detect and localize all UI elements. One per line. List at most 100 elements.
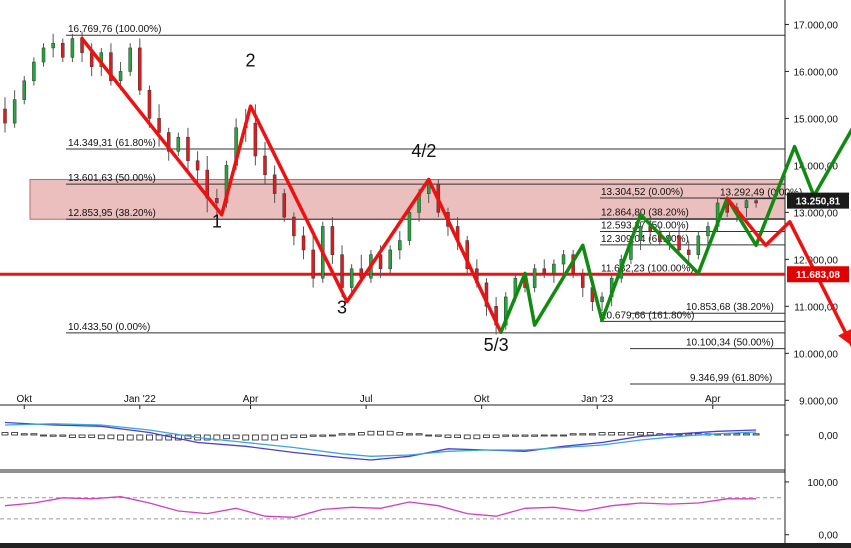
price-tick-label: 17.000,00 (794, 20, 839, 31)
wave-label: 3 (337, 297, 347, 317)
macd-line (4, 421, 757, 461)
macd-histogram-bar (203, 434, 211, 441)
wave-label: 2 (246, 51, 256, 71)
candle-body (215, 198, 219, 204)
macd-histogram-bar (425, 434, 433, 437)
fib-label-right: 10.100,34 (50.00%) (686, 338, 774, 349)
candle-body (744, 200, 749, 208)
osc-tick-label: 100,00 (807, 478, 838, 489)
candle-body (32, 61, 36, 82)
macd-histogram-bar (40, 434, 47, 437)
candle-body (61, 42, 65, 58)
fib-label-right: 13.292,49 (0.00%) (720, 188, 802, 199)
candle-body (51, 42, 55, 49)
macd-histogram-bar (88, 434, 96, 438)
macd-histogram-bar (271, 434, 279, 441)
price-tick-label: 13.000,00 (794, 208, 839, 219)
signal-line (4, 423, 757, 457)
price-tick-label: 16.000,00 (794, 67, 839, 78)
candle-body (195, 160, 200, 171)
candle-body (166, 132, 171, 152)
time-tick-label: Jan '23 (581, 394, 613, 405)
macd-histogram-bar (11, 432, 19, 436)
fib-label-right: 13.304,52 (0.00%) (601, 187, 683, 198)
macd-histogram-bar (637, 432, 644, 436)
price-tick-label: 14.000,00 (794, 161, 839, 172)
candle-body (600, 296, 604, 302)
candle-body (128, 47, 132, 72)
candle-body (378, 254, 383, 270)
candle-body (176, 136, 181, 152)
candle-body (253, 122, 258, 157)
fib-label: 16.769,76 (100.00%) (68, 24, 161, 35)
candle-body (147, 89, 152, 119)
macd-histogram-bar (30, 433, 38, 436)
macd-histogram-bar (483, 434, 490, 438)
macd-histogram-bar (348, 433, 356, 436)
candle-body (677, 235, 681, 251)
price-tick-label: 15.000,00 (794, 114, 839, 125)
candle-body (667, 235, 672, 241)
candle-body (349, 268, 354, 288)
macd-histogram-bar (386, 430, 394, 436)
fib-label: 13.601,63 (50.00%) (68, 173, 156, 184)
osc-tick-label: 0,00 (819, 531, 839, 542)
macd-histogram-bar (473, 434, 481, 440)
macd-histogram-bar (579, 433, 587, 436)
candle-body (311, 249, 315, 279)
macd-histogram-bar (454, 434, 461, 438)
bottom-bar (0, 543, 851, 548)
macd-histogram-bar (59, 434, 67, 437)
macd-histogram-bar (97, 434, 105, 440)
candle-body (12, 99, 17, 124)
macd-histogram-bar (261, 434, 269, 441)
macd-histogram-bar (357, 432, 365, 436)
candle-body (157, 118, 161, 133)
macd-histogram-bar (290, 434, 298, 438)
candle-body (638, 226, 643, 241)
fib-label-right: 12.864,80 (38.20%) (601, 208, 689, 219)
fib-label-right: 10.853,68 (38.20%) (686, 302, 774, 313)
macd-tick-label: 0,00 (819, 431, 839, 442)
fib-label: 14.349,31 (61.80%) (68, 138, 156, 149)
candle-body (70, 38, 75, 58)
candle-body (330, 226, 335, 255)
candle-body (561, 254, 566, 265)
time-tick-label: Okt (16, 394, 32, 405)
macd-histogram-bar (733, 433, 741, 436)
macd-histogram-bar (646, 432, 654, 436)
candle-body (754, 200, 758, 204)
macd-histogram-bar (242, 434, 250, 441)
macd-histogram-bar (569, 433, 577, 436)
candle-body (686, 249, 691, 255)
macd-histogram-bar (743, 433, 750, 436)
macd-histogram-bar (280, 434, 288, 440)
oscillator-line (4, 496, 757, 518)
macd-histogram-bar (396, 432, 404, 436)
macd-histogram-bar (300, 434, 307, 438)
price-tick-label: 10.000,00 (794, 349, 839, 360)
wave-red-projection (725, 196, 851, 348)
macd-histogram-bar (377, 430, 384, 436)
fib-label-right: 9.346,99 (61.80%) (690, 373, 772, 384)
price-tick-label: 12.000,00 (794, 255, 839, 266)
macd-histogram-bar (550, 434, 558, 437)
macd-histogram-bar (117, 434, 124, 441)
candle-body (22, 80, 27, 100)
macd-histogram-bar (78, 434, 86, 438)
macd-histogram-bar (155, 434, 163, 441)
macd-histogram-bar (598, 432, 606, 436)
macd-histogram-bar (492, 434, 500, 438)
time-tick-label: Apr (243, 394, 259, 405)
macd-histogram-bar (338, 433, 346, 436)
candle-body (426, 183, 431, 194)
macd-histogram-bar (752, 433, 760, 436)
macd-histogram-bar (20, 433, 28, 436)
macd-histogram-bar (511, 434, 519, 437)
candle-body (542, 268, 547, 274)
fib-label-right: 10.679,66 (161.80%) (601, 310, 694, 321)
macd-histogram-bar (415, 433, 423, 436)
fib-label: 12.853,95 (38.20%) (68, 208, 156, 219)
candle-body (118, 71, 123, 82)
